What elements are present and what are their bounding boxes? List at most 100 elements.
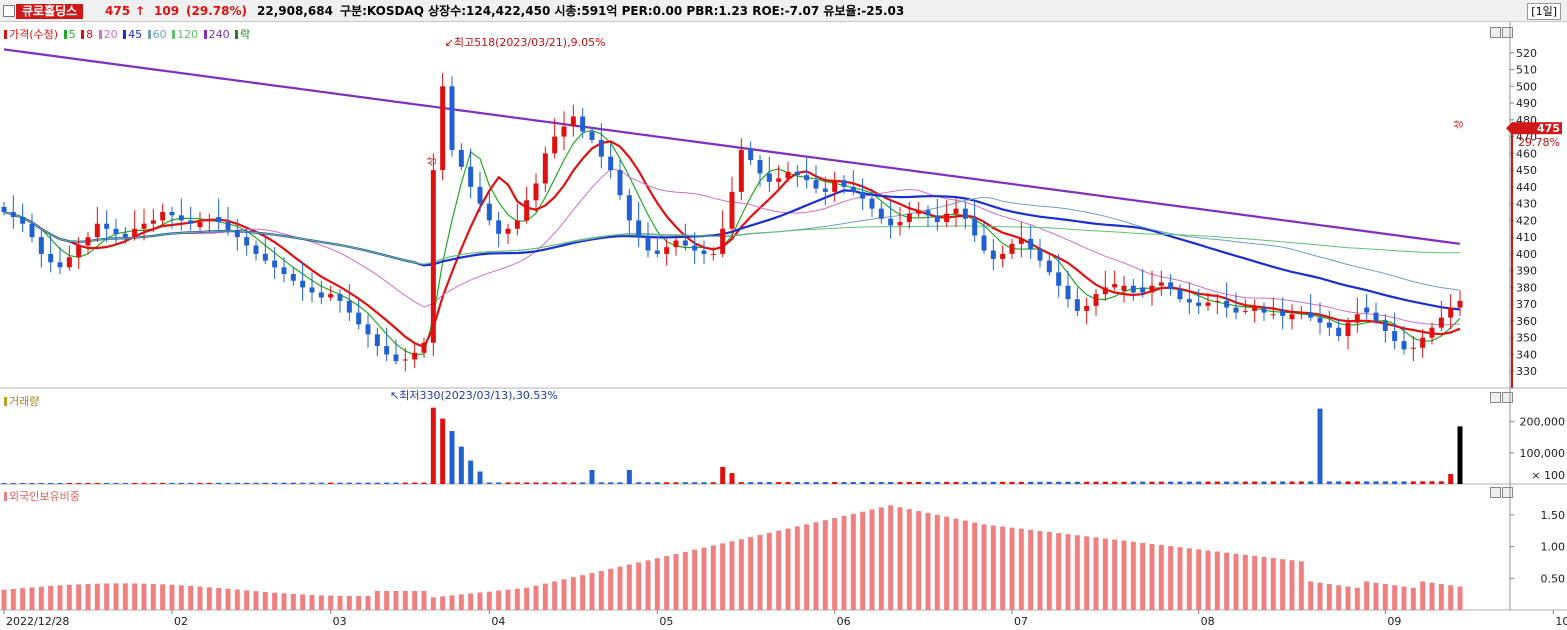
candle-body (748, 149, 754, 161)
foreign-ratio-bar (356, 596, 362, 610)
foreign-ratio-bar (150, 583, 156, 610)
volume-bar (365, 482, 371, 484)
foreign-ratio-bar (1298, 561, 1304, 610)
minimize-icon[interactable] (1490, 487, 1501, 498)
foreign-ratio-bar (1224, 552, 1230, 610)
ma-label-8: 8 (86, 28, 94, 41)
stock-header-bar: 큐로홀딩스 475 ↑ 109 (29.78%) 22,908,684 구분:K… (0, 0, 1567, 22)
y-tick-label: 380 (1516, 281, 1537, 294)
candle-body (888, 218, 894, 226)
foreign-ratio-bar (1336, 585, 1342, 610)
foreign-ratio-bar (1270, 558, 1276, 610)
volume-bar (542, 482, 548, 484)
close-icon[interactable] (1502, 487, 1513, 498)
candle-body (1336, 327, 1342, 337)
candle-body (626, 195, 632, 221)
candle-body (496, 220, 502, 234)
volume-bar (225, 482, 231, 484)
volume-bar (664, 482, 670, 484)
candle-body (682, 240, 688, 246)
foreign-ratio-bar (570, 577, 576, 610)
volume-bar (318, 482, 324, 484)
volume-bar (346, 482, 352, 484)
candle-body (169, 212, 175, 216)
foreign-ratio-bar (542, 583, 548, 610)
candle-body (150, 220, 156, 224)
foreign-ratio-bar (682, 551, 688, 610)
y-tick-label: 330 (1516, 365, 1537, 378)
stock-name-badge[interactable]: 큐로홀딩스 (16, 4, 84, 19)
foreign-ratio-bar (318, 595, 324, 610)
candle-body (1289, 314, 1295, 320)
y-tick-label: 450 (1516, 164, 1537, 177)
candle-body (1177, 289, 1183, 300)
volume-bar (944, 481, 950, 484)
ma-line-8 (3, 140, 1461, 349)
candle-body (822, 188, 828, 192)
candle-body (934, 215, 940, 223)
volume-bar (374, 482, 380, 484)
foreign-ratio-bar (617, 566, 623, 610)
volume-bar (337, 482, 343, 484)
checkbox[interactable] (3, 5, 15, 17)
foreign-ratio-bar (1000, 526, 1006, 610)
candle-body (281, 267, 287, 275)
y-tick-label: 340 (1516, 348, 1537, 361)
volume-bar (458, 446, 464, 484)
volume-bar (906, 481, 912, 484)
close-icon[interactable] (1502, 392, 1513, 403)
foreign-ratio-bar (1, 589, 7, 610)
volume-bar (776, 482, 782, 484)
ma-marker-icon (123, 30, 127, 39)
volume-bar (589, 469, 595, 484)
up-arrow-icon: ↑ (135, 4, 146, 18)
volume-bar (356, 482, 362, 484)
foreign-ratio-bar (300, 594, 306, 610)
candle-body (318, 292, 324, 298)
candle-body (514, 220, 520, 229)
candle-body (1018, 238, 1024, 244)
foreign-ratio-bar (272, 592, 278, 610)
candle-body (1345, 322, 1351, 337)
candle-body (860, 191, 866, 199)
volume-bar (1429, 481, 1435, 484)
volume-bar (57, 482, 63, 484)
candle-body (972, 218, 978, 236)
volume-bar (104, 482, 110, 484)
close-icon[interactable] (1502, 27, 1513, 38)
period-selector[interactable]: [1일] (1527, 3, 1561, 20)
candle-body (1354, 314, 1360, 323)
foreign-ratio-bar (841, 515, 847, 610)
candle-body (832, 180, 838, 192)
foreign-ratio-bar (878, 507, 884, 610)
volume-bar (1392, 481, 1398, 484)
volume-bar (505, 482, 511, 484)
candle-body (113, 228, 119, 234)
minimize-icon[interactable] (1490, 392, 1501, 403)
candle-body (1270, 314, 1276, 316)
foreign-ratio-bar (533, 585, 539, 610)
minimize-icon[interactable] (1490, 27, 1501, 38)
volume-bar (20, 483, 26, 485)
candle-body (1168, 282, 1174, 290)
foreign-ratio-bar (916, 511, 922, 610)
candle-body (477, 186, 483, 204)
candle-body (608, 156, 614, 171)
y-tick-label: 360 (1516, 315, 1537, 328)
candle-body (580, 116, 586, 132)
volume-bar (916, 481, 922, 484)
y-tick-label: 430 (1516, 198, 1537, 211)
foreign-ratio-bar (794, 526, 800, 610)
foreign-ratio-bar (962, 520, 968, 610)
volume-bar (1326, 481, 1332, 484)
candle-body (1130, 285, 1136, 293)
volume-bar (1308, 481, 1314, 484)
y-tick-label: 510 (1516, 64, 1537, 77)
foreign-ratio-bar (1009, 527, 1015, 610)
volume-bar (850, 482, 856, 484)
foreign-ratio-bar (458, 594, 464, 610)
y-tick-label: 350 (1516, 332, 1537, 345)
foreign-ratio-bar (132, 583, 138, 610)
foreign-ratio-bar (1205, 550, 1211, 610)
foreign-ratio-bar (990, 525, 996, 610)
